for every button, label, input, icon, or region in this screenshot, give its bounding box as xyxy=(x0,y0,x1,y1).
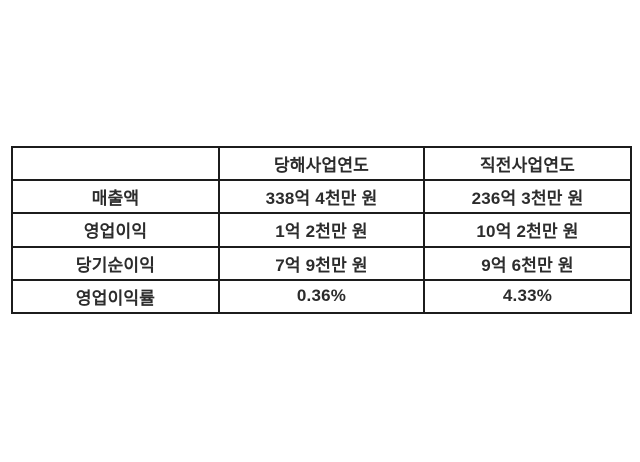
table-row-revenue: 매출액 338억 4천만 원 236억 3천만 원 xyxy=(11,178,632,215)
revenue-previous-value: 236억 3천만 원 xyxy=(423,178,632,215)
header-empty-cell xyxy=(11,146,220,181)
table-row-operating-profit: 영업이익 1억 2천만 원 10억 2천만 원 xyxy=(11,212,632,248)
table-row-operating-margin: 영업이익률 0.36% 4.33% xyxy=(11,278,632,315)
row-label-revenue: 매출액 xyxy=(11,178,220,215)
net-income-current-value: 7억 9천만 원 xyxy=(218,245,425,281)
operating-margin-previous-value: 4.33% xyxy=(423,278,632,315)
header-current-fiscal-year: 당해사업연도 xyxy=(218,146,425,181)
row-label-operating-margin: 영업이익률 xyxy=(11,278,220,315)
net-income-previous-value: 9억 6천만 원 xyxy=(423,245,632,281)
row-label-net-income: 당기순이익 xyxy=(11,245,220,281)
revenue-current-value: 338억 4천만 원 xyxy=(218,178,425,215)
table-header-row: 당해사업연도 직전사업연도 xyxy=(11,146,632,181)
table-row-net-income: 당기순이익 7억 9천만 원 9억 6천만 원 xyxy=(11,245,632,281)
operating-profit-current-value: 1억 2천만 원 xyxy=(218,212,425,248)
operating-profit-previous-value: 10억 2천만 원 xyxy=(423,212,632,248)
header-previous-fiscal-year: 직전사업연도 xyxy=(423,146,632,181)
row-label-operating-profit: 영업이익 xyxy=(11,212,220,248)
financial-summary-table: 당해사업연도 직전사업연도 매출액 338억 4천만 원 236억 3천만 원 … xyxy=(11,146,632,315)
operating-margin-current-value: 0.36% xyxy=(218,278,425,315)
